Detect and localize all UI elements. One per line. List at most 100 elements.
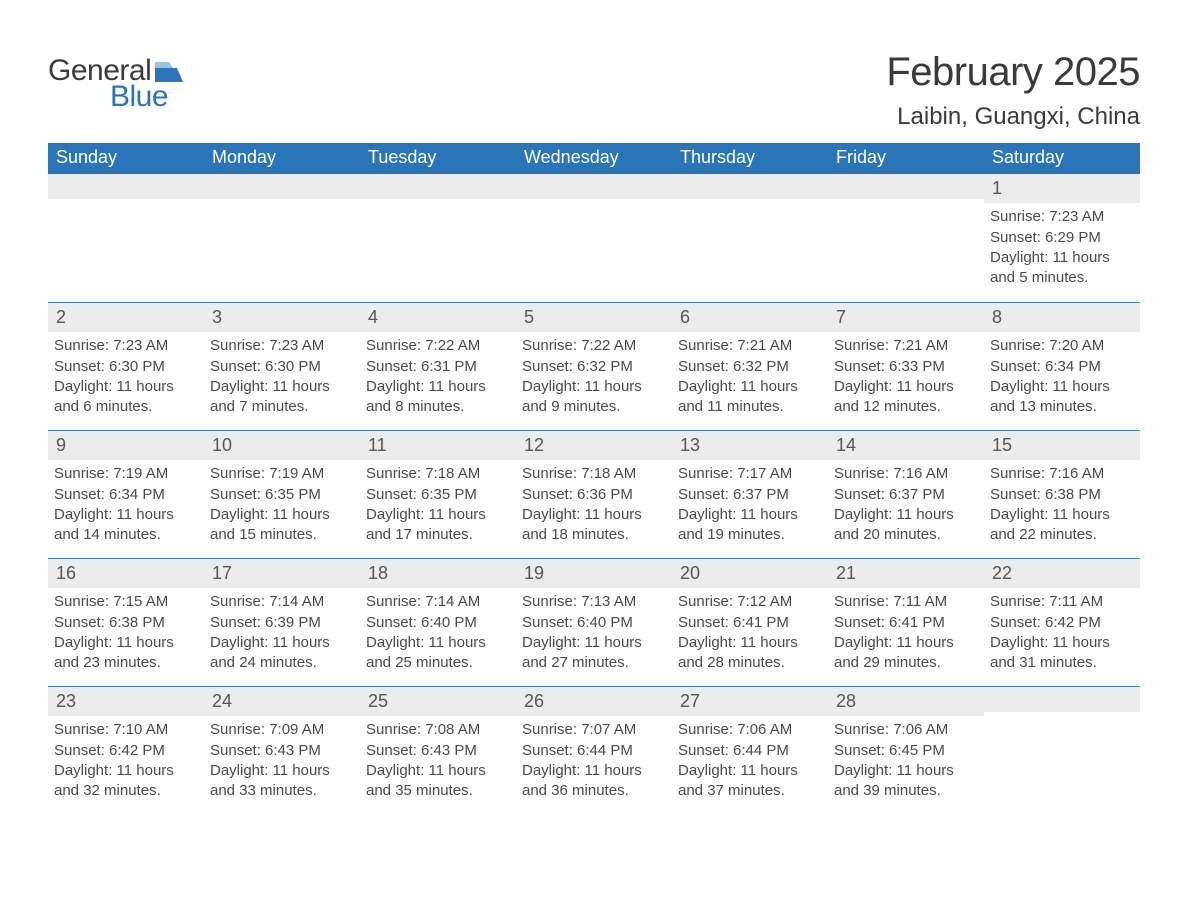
sunset-text: Sunset: 6:34 PM <box>990 357 1134 377</box>
day-info: Sunrise: 7:17 AMSunset: 6:37 PMDaylight:… <box>678 464 822 545</box>
day-cell: 2Sunrise: 7:23 AMSunset: 6:30 PMDaylight… <box>48 303 204 430</box>
day-cell: 13Sunrise: 7:17 AMSunset: 6:37 PMDayligh… <box>672 431 828 558</box>
day-cell: 19 Sunrise: 7:13 AMSunset: 6:40 PMDayligh… <box>516 559 672 686</box>
weekday-header: Sunday <box>48 143 204 174</box>
sunset-text: Sunset: 6:37 PM <box>834 485 978 505</box>
day-info: Sunrise: 7:06 AMSunset: 6:45 PMDaylight:… <box>834 720 978 801</box>
day-number <box>204 174 360 199</box>
sunrise-text: Sunrise: 7:06 AM <box>834 720 978 740</box>
day-cell <box>828 174 984 302</box>
daylight-text: Daylight: 11 hours <box>54 377 198 397</box>
day-cell: 21Sunrise: 7:11 AMSunset: 6:41 PMDayligh… <box>828 559 984 686</box>
daylight-text: and 8 minutes. <box>366 397 510 417</box>
day-number <box>516 174 672 199</box>
weekday-header: Thursday <box>672 143 828 174</box>
sunset-text: Sunset: 6:35 PM <box>210 485 354 505</box>
sunset-text: Sunset: 6:43 PM <box>210 741 354 761</box>
daylight-text: and 18 minutes. <box>522 525 666 545</box>
weekday-header: Wednesday <box>516 143 672 174</box>
daylight-text: and 22 minutes. <box>990 525 1134 545</box>
flag-icon <box>155 62 183 82</box>
weekday-header: Saturday <box>984 143 1140 174</box>
daylight-text: and 35 minutes. <box>366 781 510 801</box>
daylight-text: and 27 minutes. <box>522 653 666 673</box>
day-info: Sunrise: 7:07 AMSunset: 6:44 PMDaylight:… <box>522 720 666 801</box>
day-cell: 28Sunrise: 7:06 AMSunset: 6:45 PMDayligh… <box>828 687 984 814</box>
sunrise-text: Sunrise: 7:11 AM <box>834 592 978 612</box>
day-cell: 24Sunrise: 7:09 AMSunset: 6:43 PMDayligh… <box>204 687 360 814</box>
day-number: 9 <box>48 431 204 460</box>
day-cell: 1Sunrise: 7:23 AMSunset: 6:29 PMDaylight… <box>984 174 1140 302</box>
weekday-header: Monday <box>204 143 360 174</box>
day-number <box>984 687 1140 712</box>
daylight-text: and 28 minutes. <box>678 653 822 673</box>
sunset-text: Sunset: 6:38 PM <box>990 485 1134 505</box>
day-cell: 9Sunrise: 7:19 AMSunset: 6:34 PMDaylight… <box>48 431 204 558</box>
day-cell: 8Sunrise: 7:20 AMSunset: 6:34 PMDaylight… <box>984 303 1140 430</box>
sunrise-text: Sunrise: 7:19 AM <box>54 464 198 484</box>
daylight-text: Daylight: 11 hours <box>210 761 354 781</box>
daylight-text: Daylight: 11 hours <box>678 761 822 781</box>
daylight-text: Daylight: 11 hours <box>522 633 666 653</box>
daylight-text: Daylight: 11 hours <box>366 377 510 397</box>
week-row: 9Sunrise: 7:19 AMSunset: 6:34 PMDaylight… <box>48 430 1140 558</box>
day-info: Sunrise: 7:12 AMSunset: 6:41 PMDaylight:… <box>678 592 822 673</box>
day-info: Sunrise: 7:21 AMSunset: 6:33 PMDaylight:… <box>834 336 978 417</box>
daylight-text: Daylight: 11 hours <box>210 377 354 397</box>
day-info: Sunrise: 7:08 AMSunset: 6:43 PMDaylight:… <box>366 720 510 801</box>
day-number: 20 <box>672 559 828 588</box>
calendar-document: General Blue February 2025 Laibin, Guang… <box>0 0 1188 854</box>
day-number: 24 <box>204 687 360 716</box>
sunset-text: Sunset: 6:44 PM <box>678 741 822 761</box>
day-info: Sunrise: 7:18 AMSunset: 6:35 PMDaylight:… <box>366 464 510 545</box>
day-info: Sunrise: 7:22 AMSunset: 6:31 PMDaylight:… <box>366 336 510 417</box>
calendar-grid: SundayMondayTuesdayWednesdayThursdayFrid… <box>48 143 1140 814</box>
day-info: Sunrise: 7:21 AMSunset: 6:32 PMDaylight:… <box>678 336 822 417</box>
daylight-text: Daylight: 11 hours <box>834 377 978 397</box>
sunset-text: Sunset: 6:36 PM <box>522 485 666 505</box>
sunrise-text: Sunrise: 7:13 AM <box>522 592 666 612</box>
daylight-text: and 9 minutes. <box>522 397 666 417</box>
day-number <box>48 174 204 199</box>
day-info: Sunrise: 7:18 AMSunset: 6:36 PMDaylight:… <box>522 464 666 545</box>
sunset-text: Sunset: 6:31 PM <box>366 357 510 377</box>
sunset-text: Sunset: 6:42 PM <box>54 741 198 761</box>
day-number: 3 <box>204 303 360 332</box>
sunset-text: Sunset: 6:43 PM <box>366 741 510 761</box>
month-title: February 2025 <box>886 50 1140 95</box>
sunset-text: Sunset: 6:40 PM <box>522 613 666 633</box>
daylight-text: Daylight: 11 hours <box>366 505 510 525</box>
day-info: Sunrise: 7:10 AMSunset: 6:42 PMDaylight:… <box>54 720 198 801</box>
daylight-text: and 31 minutes. <box>990 653 1134 673</box>
sunset-text: Sunset: 6:42 PM <box>990 613 1134 633</box>
sunset-text: Sunset: 6:44 PM <box>522 741 666 761</box>
daylight-text: Daylight: 11 hours <box>834 505 978 525</box>
sunrise-text: Sunrise: 7:07 AM <box>522 720 666 740</box>
sunset-text: Sunset: 6:39 PM <box>210 613 354 633</box>
sunset-text: Sunset: 6:32 PM <box>678 357 822 377</box>
daylight-text: Daylight: 11 hours <box>54 633 198 653</box>
day-cell <box>516 174 672 302</box>
daylight-text: and 13 minutes. <box>990 397 1134 417</box>
day-number: 5 <box>516 303 672 332</box>
day-number: 18 <box>360 559 516 588</box>
daylight-text: Daylight: 11 hours <box>522 761 666 781</box>
sunset-text: Sunset: 6:32 PM <box>522 357 666 377</box>
daylight-text: and 5 minutes. <box>990 268 1134 288</box>
day-cell <box>984 687 1140 814</box>
day-number: 11 <box>360 431 516 460</box>
day-number: 19 <box>516 559 672 588</box>
week-row: 23 Sunrise: 7:10 AMSunset: 6:42 PMDayligh… <box>48 686 1140 814</box>
day-number: 23 <box>48 687 204 716</box>
sunset-text: Sunset: 6:40 PM <box>366 613 510 633</box>
daylight-text: Daylight: 11 hours <box>678 633 822 653</box>
sunset-text: Sunset: 6:30 PM <box>54 357 198 377</box>
daylight-text: and 23 minutes. <box>54 653 198 673</box>
day-info: Sunrise: 7:11 AMSunset: 6:42 PMDaylight:… <box>990 592 1134 673</box>
sunset-text: Sunset: 6:30 PM <box>210 357 354 377</box>
weekday-header: Tuesday <box>360 143 516 174</box>
sunrise-text: Sunrise: 7:06 AM <box>678 720 822 740</box>
sunrise-text: Sunrise: 7:12 AM <box>678 592 822 612</box>
day-number <box>828 174 984 199</box>
day-info: Sunrise: 7:23 AMSunset: 6:29 PMDaylight:… <box>990 207 1134 288</box>
